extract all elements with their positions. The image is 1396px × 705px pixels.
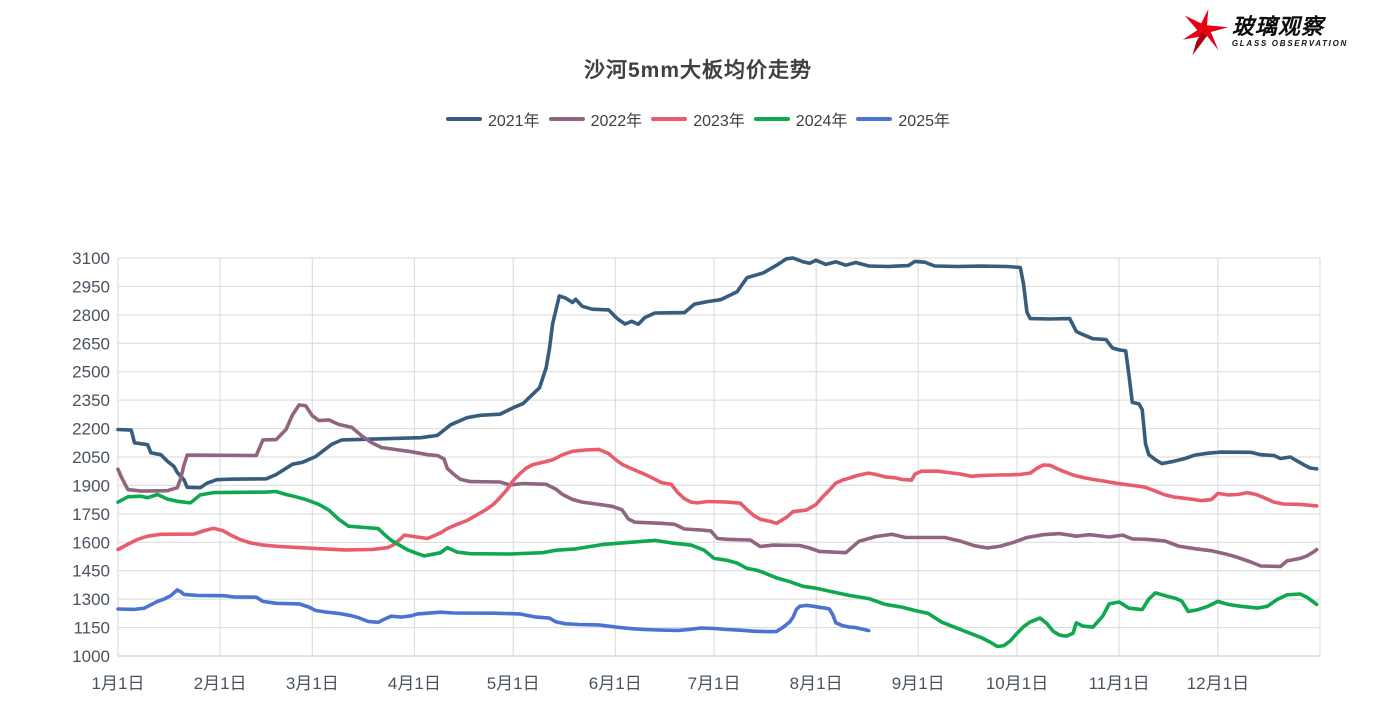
y-tick-label: 2650 [72, 334, 110, 353]
y-tick-label: 2200 [72, 420, 110, 439]
y-tick-label: 1000 [72, 647, 110, 666]
x-tick-label: 10月1日 [986, 674, 1048, 693]
series-line-2024年 [116, 489, 1319, 649]
legend-item-2023年[interactable]: 2023年 [651, 107, 745, 131]
x-tick-label: 5月1日 [487, 674, 540, 693]
y-tick-label: 2050 [72, 448, 110, 467]
y-tick-label: 1750 [72, 505, 110, 524]
x-tick-label: 2月1日 [194, 674, 247, 693]
x-tick-label: 9月1日 [892, 674, 945, 693]
y-tick-label: 3100 [72, 249, 110, 268]
y-tick-label: 2500 [72, 363, 110, 382]
y-tick-label: 1450 [72, 562, 110, 581]
brand-logo: 玻璃观察 GLASS OBSERVATION [1182, 8, 1348, 56]
y-tick-label: 1900 [72, 476, 110, 495]
chart-title: 沙河5mm大板均价走势 [583, 59, 813, 82]
legend-label: 2023年 [693, 113, 745, 130]
legend-item-2024年[interactable]: 2024年 [753, 107, 848, 131]
logo-title-en: GLASS OBSERVATION [1231, 39, 1348, 48]
legend-swatch [753, 117, 790, 121]
y-tick-label: 1300 [72, 590, 110, 609]
legend-item-2025年[interactable]: 2025年 [856, 107, 950, 131]
series-line-2022年 [116, 403, 1319, 569]
x-tick-label: 1月1日 [92, 674, 145, 693]
glass-observation-logo-icon [1182, 8, 1228, 56]
logo-title-cn: 玻璃观察 [1231, 14, 1324, 39]
legend-swatch [856, 117, 893, 121]
y-tick-label: 1600 [72, 533, 110, 552]
series-line-2023年 [116, 447, 1319, 552]
x-tick-label: 4月1日 [388, 674, 441, 693]
legend-label: 2021年 [487, 113, 540, 130]
y-tick-label: 1150 [73, 619, 110, 638]
chart-legend: 2021年 2022年 2023年 2024年 2025年 [0, 107, 1396, 131]
x-tick-label: 11月1日 [1089, 674, 1150, 693]
x-tick-label: 12月1日 [1187, 674, 1249, 693]
series-line-2021年 [116, 256, 1319, 490]
legend-item-2021年[interactable]: 2021年 [445, 107, 540, 131]
legend-swatch [651, 117, 688, 121]
y-tick-label: 2800 [72, 306, 110, 325]
legend-item-2022年[interactable]: 2022年 [548, 107, 643, 131]
x-tick-label: 8月1日 [790, 674, 843, 693]
legend-swatch [445, 117, 482, 121]
x-tick-label: 3月1日 [286, 674, 339, 693]
legend-label: 2025年 [898, 113, 951, 130]
legend-label: 2024年 [795, 113, 848, 130]
y-tick-label: 2950 [72, 277, 110, 296]
logo-text: 玻璃观察 GLASS OBSERVATION [1232, 16, 1348, 48]
y-tick-label: 2350 [72, 391, 110, 410]
legend-label: 2022年 [590, 113, 643, 130]
series-line-2025年 [116, 588, 871, 634]
x-tick-label: 6月1日 [589, 674, 642, 693]
x-tick-label: 7月1日 [688, 674, 741, 693]
legend-swatch [548, 117, 585, 121]
